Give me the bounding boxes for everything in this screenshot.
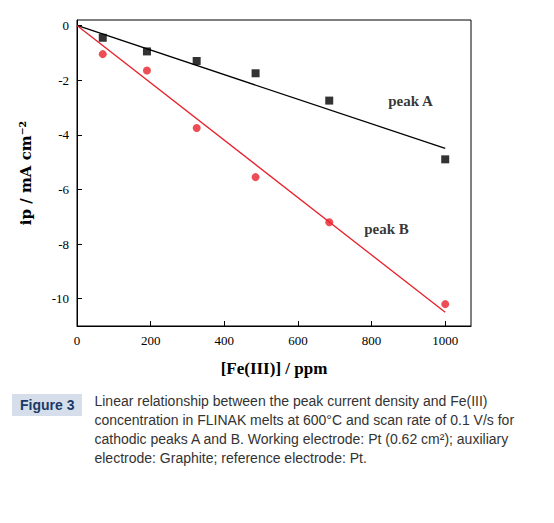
svg-text:600: 600 — [288, 333, 308, 348]
svg-text:800: 800 — [362, 333, 382, 348]
svg-text:-2: -2 — [58, 73, 69, 88]
svg-text:[Fe(III)] / ppm: [Fe(III)] / ppm — [221, 359, 328, 378]
svg-text:200: 200 — [141, 333, 161, 348]
html-text:Linear relationship between th: Linear relationship between the peak cur… — [94, 393, 515, 466]
svg-text:-4: -4 — [58, 127, 69, 142]
svg-text:peak A: peak A — [388, 93, 433, 109]
svg-text:ip / mA cm⁻²: ip / mA cm⁻² — [17, 121, 35, 225]
html-text:Figure 3: Figure 3 — [20, 397, 75, 413]
svg-text:400: 400 — [215, 333, 235, 348]
svg-text:0: 0 — [74, 333, 81, 348]
svg-text:peak B: peak B — [364, 221, 409, 237]
svg-text:-8: -8 — [58, 237, 69, 252]
svg-text:-6: -6 — [58, 182, 69, 197]
svg-text:1000: 1000 — [432, 333, 458, 348]
svg-text:-10: -10 — [52, 291, 69, 306]
svg-text:0: 0 — [63, 18, 70, 33]
